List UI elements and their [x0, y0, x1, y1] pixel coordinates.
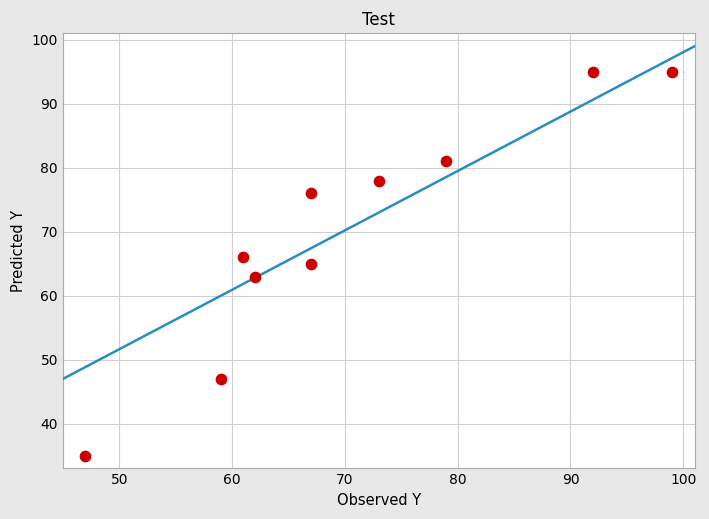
Point	[306, 189, 317, 198]
Point	[441, 157, 452, 166]
Point	[249, 272, 260, 281]
Point	[666, 67, 678, 76]
Point	[373, 176, 384, 185]
Y-axis label: Predicted Y: Predicted Y	[11, 210, 26, 292]
Point	[238, 253, 249, 262]
Point	[306, 260, 317, 268]
X-axis label: Observed Y: Observed Y	[337, 493, 420, 508]
Point	[215, 375, 226, 383]
Point	[80, 452, 91, 460]
Point	[587, 67, 598, 76]
Title: Test: Test	[362, 11, 395, 29]
